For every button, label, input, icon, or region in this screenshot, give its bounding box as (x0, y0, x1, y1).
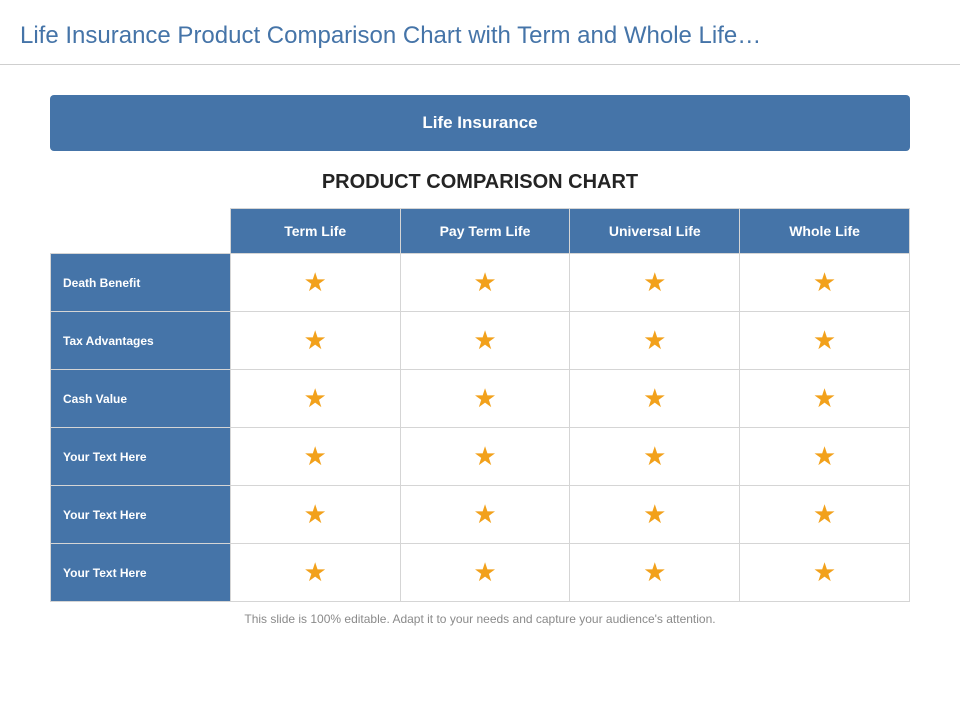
page-title: Life Insurance Product Comparison Chart … (0, 0, 960, 64)
star-icon: ★ (643, 501, 666, 527)
cell: ★ (740, 370, 910, 428)
cell: ★ (230, 544, 400, 602)
subtitle: Product Comparison Chart (322, 171, 638, 194)
star-icon: ★ (473, 501, 496, 527)
table-body: Death Benefit ★ ★ ★ ★ Tax Advantages ★ ★… (51, 254, 910, 602)
col-header: Pay Term Life (400, 209, 570, 254)
star-icon: ★ (473, 385, 496, 411)
table-row: Tax Advantages ★ ★ ★ ★ (51, 312, 910, 370)
cell: ★ (740, 486, 910, 544)
cell: ★ (230, 254, 400, 312)
star-icon: ★ (304, 269, 327, 295)
cell: ★ (570, 312, 740, 370)
cell: ★ (570, 486, 740, 544)
star-icon: ★ (643, 269, 666, 295)
row-header: Your Text Here (51, 544, 231, 602)
slide: Life Insurance Product Comparison Chart … (0, 0, 960, 720)
col-header: Universal Life (570, 209, 740, 254)
comparison-table: Term Life Pay Term Life Universal Life W… (50, 208, 910, 602)
star-icon: ★ (473, 559, 496, 585)
star-icon: ★ (813, 269, 836, 295)
cell: ★ (400, 312, 570, 370)
star-icon: ★ (643, 443, 666, 469)
star-icon: ★ (473, 327, 496, 353)
corner-empty-cell (51, 209, 231, 254)
star-icon: ★ (304, 327, 327, 353)
cell: ★ (570, 544, 740, 602)
star-icon: ★ (304, 559, 327, 585)
cell: ★ (570, 428, 740, 486)
content-area: Life Insurance Product Comparison Chart … (0, 65, 960, 720)
table-header-row: Term Life Pay Term Life Universal Life W… (51, 209, 910, 254)
star-icon: ★ (813, 443, 836, 469)
star-icon: ★ (304, 385, 327, 411)
row-header: Cash Value (51, 370, 231, 428)
banner: Life Insurance (50, 95, 910, 151)
star-icon: ★ (473, 443, 496, 469)
star-icon: ★ (304, 443, 327, 469)
cell: ★ (400, 486, 570, 544)
cell: ★ (230, 312, 400, 370)
cell: ★ (570, 370, 740, 428)
cell: ★ (400, 254, 570, 312)
cell: ★ (400, 370, 570, 428)
footnote: This slide is 100% editable. Adapt it to… (244, 612, 715, 626)
star-icon: ★ (643, 559, 666, 585)
star-icon: ★ (304, 501, 327, 527)
cell: ★ (400, 428, 570, 486)
table-row: Your Text Here ★ ★ ★ ★ (51, 428, 910, 486)
table-row: Cash Value ★ ★ ★ ★ (51, 370, 910, 428)
star-icon: ★ (813, 385, 836, 411)
star-icon: ★ (813, 559, 836, 585)
star-icon: ★ (643, 385, 666, 411)
cell: ★ (570, 254, 740, 312)
row-header: Your Text Here (51, 486, 231, 544)
cell: ★ (740, 254, 910, 312)
row-header: Tax Advantages (51, 312, 231, 370)
col-header: Term Life (230, 209, 400, 254)
cell: ★ (740, 312, 910, 370)
cell: ★ (230, 428, 400, 486)
row-header: Death Benefit (51, 254, 231, 312)
table-row: Your Text Here ★ ★ ★ ★ (51, 486, 910, 544)
cell: ★ (740, 428, 910, 486)
row-header: Your Text Here (51, 428, 231, 486)
cell: ★ (400, 544, 570, 602)
star-icon: ★ (813, 501, 836, 527)
table-row: Your Text Here ★ ★ ★ ★ (51, 544, 910, 602)
star-icon: ★ (473, 269, 496, 295)
cell: ★ (230, 486, 400, 544)
star-icon: ★ (643, 327, 666, 353)
col-header: Whole Life (740, 209, 910, 254)
table-row: Death Benefit ★ ★ ★ ★ (51, 254, 910, 312)
cell: ★ (740, 544, 910, 602)
star-icon: ★ (813, 327, 836, 353)
cell: ★ (230, 370, 400, 428)
